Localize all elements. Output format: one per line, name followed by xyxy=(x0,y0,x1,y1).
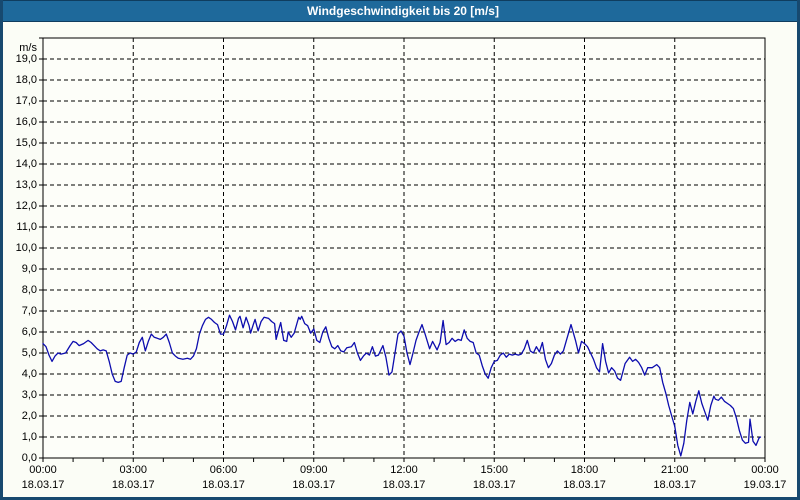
y-axis-tick-label: 19,0 xyxy=(15,53,37,65)
wind-speed-chart-canvas xyxy=(39,37,766,462)
y-axis-tick-label: 11,0 xyxy=(16,221,37,233)
x-axis-date-label: 18.03.17 xyxy=(472,479,516,491)
x-axis-date-label: 18.03.17 xyxy=(563,479,606,491)
y-axis-tick-label: 1,0 xyxy=(21,431,37,443)
x-axis-time-label: 03:00 xyxy=(119,464,148,476)
y-axis-tick-label: 0,0 xyxy=(21,452,37,464)
wind-speed-line xyxy=(42,314,762,457)
x-axis-time-label: 06:00 xyxy=(209,464,238,476)
y-axis-tick-label: 10,0 xyxy=(15,242,37,254)
y-axis-tick-label: 14,0 xyxy=(15,158,37,170)
x-axis-time-label: 09:00 xyxy=(299,464,328,476)
chart-title: Windgeschwindigkeit bis 20 [m/s] xyxy=(307,4,499,18)
y-axis-tick-label: 12,0 xyxy=(15,200,37,212)
y-axis-tick-label: 8,0 xyxy=(21,284,37,296)
x-axis-time-label: 00:00 xyxy=(29,464,57,476)
x-axis-time-label: 00:00 xyxy=(751,464,779,476)
x-axis-date-label: 18.03.17 xyxy=(653,479,697,491)
x-axis-date-label: 18.03.17 xyxy=(21,479,65,491)
y-axis-tick-label: 18,0 xyxy=(15,74,37,86)
y-axis-tick-label: 4,0 xyxy=(21,368,37,380)
y-axis-tick-label: 6,0 xyxy=(21,326,37,338)
x-axis-date-label: 18.03.17 xyxy=(111,479,155,491)
x-axis-time-label: 21:00 xyxy=(660,464,689,476)
y-axis-tick-label: 5,0 xyxy=(21,347,37,359)
y-axis-tick-label: 16,0 xyxy=(15,116,37,128)
y-axis-unit-label: m/s xyxy=(19,42,37,54)
y-axis-tick-label: 7,0 xyxy=(21,305,37,317)
y-axis-tick-label: 13,0 xyxy=(15,179,37,191)
x-axis-time-label: 18:00 xyxy=(570,464,599,476)
x-axis-date-label: 19.03.17 xyxy=(743,479,787,491)
y-axis-tick-label: 15,0 xyxy=(15,137,37,149)
x-axis-time-label: 12:00 xyxy=(390,464,418,476)
chart-title-bar: Windgeschwindigkeit bis 20 [m/s] xyxy=(3,0,797,22)
y-axis-tick-label: 17,0 xyxy=(15,95,37,107)
y-axis-tick-label: 9,0 xyxy=(21,263,37,275)
x-axis-date-label: 18.03.17 xyxy=(382,479,426,491)
chart-area: m/s 19,0 18,0 17,0 16,0 15,0 14,0 13,0 12,0 11,0 1… xyxy=(3,22,797,497)
x-axis-date-label: 18.03.17 xyxy=(202,479,245,491)
y-axis-tick-label: 3,0 xyxy=(21,389,37,401)
x-axis-date-label: 18.03.17 xyxy=(292,479,336,491)
y-axis-tick-label: 2,0 xyxy=(21,410,37,422)
x-axis-time-label: 15:00 xyxy=(480,464,509,476)
